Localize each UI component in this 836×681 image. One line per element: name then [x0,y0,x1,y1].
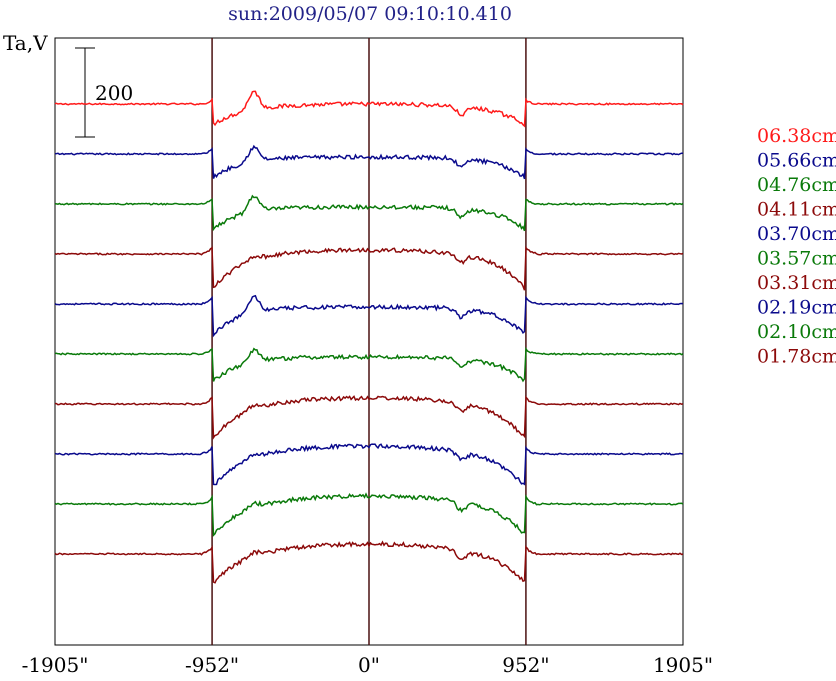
scale-bar: 200 [75,47,133,138]
legend-item-03.31cm: 03.31cm [757,272,836,294]
x-tick-label-1: -952" [185,653,239,677]
vertical-guide-lines [211,38,527,645]
legend-item-02.10cm: 02.10cm [757,321,836,343]
series-line-02.10cm [54,492,684,537]
legend-item-04.11cm: 04.11cm [757,199,836,221]
series-line-04.76cm [54,194,684,232]
y-axis-label: Ta,V [3,31,48,55]
legend-item-03.57cm: 03.57cm [757,248,836,270]
series-line-02.19cm [54,443,684,486]
series-line-05.66cm [54,144,683,180]
legend-item-03.70cm: 03.70cm [757,223,836,245]
series-line-04.11cm [54,245,684,291]
series-lines [54,90,684,584]
x-tick-labels: -1905" -952" 0" 952" 1905" [22,653,713,677]
legend-item-02.19cm: 02.19cm [757,297,836,319]
series-line-06.38cm [54,90,684,128]
x-tick-label-3: 952" [502,653,549,677]
x-tick-label-0: -1905" [22,653,89,677]
x-tick-label-4: 1905" [653,653,713,677]
series-line-03.70cm [54,294,684,338]
series-line-03.57cm [54,346,684,383]
chart-title: sun:2009/05/07 09:10:10.410 [228,3,512,25]
series-line-01.78cm [54,540,684,584]
legend-item-04.76cm: 04.76cm [757,174,836,196]
x-tick-label-2: 0" [358,653,380,677]
legend-item-01.78cm: 01.78cm [757,346,836,368]
legend-item-06.38cm: 06.38cm [757,125,836,147]
scale-bar-label: 200 [95,81,133,105]
legend-item-05.66cm: 05.66cm [757,150,836,172]
series-line-03.31cm [54,395,684,440]
